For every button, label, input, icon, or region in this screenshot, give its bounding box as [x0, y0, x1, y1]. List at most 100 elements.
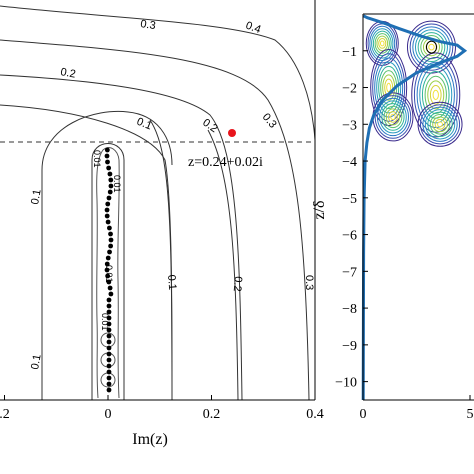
contour-line: [149, 119, 173, 400]
y-tick-label: −1: [342, 45, 357, 60]
colored-contour: [409, 23, 454, 71]
x-tick-label: 0: [105, 407, 112, 422]
contour-label: 0.01: [92, 150, 102, 168]
colored-contour: [432, 116, 448, 133]
colored-contour: [432, 89, 439, 101]
pole-dot: [104, 267, 110, 273]
pole-dot: [107, 249, 112, 255]
colored-contour: [374, 33, 390, 54]
x-tick-label: 0.2: [203, 407, 221, 422]
y-tick-label: −2: [342, 82, 357, 97]
pole-dot: [107, 189, 113, 195]
contour-label: 0.1: [29, 188, 43, 205]
x-tick-label: 0.4: [306, 407, 324, 422]
y-tick-label: −9: [342, 339, 357, 354]
contour-label: 0.2: [59, 66, 76, 80]
colored-contour: [434, 118, 446, 130]
y-axis-label: z/δ: [311, 200, 328, 219]
left-panel: 0.4 0.3 0.2 0.1 0.2 0.3 0.1 0.1 0.2 0.3 …: [0, 0, 324, 448]
colored-contour: [429, 114, 451, 135]
y-tick-label: −4: [342, 155, 357, 170]
pole-dot: [106, 387, 112, 393]
pole-dot: [106, 315, 112, 321]
pole-dot: [108, 177, 114, 183]
y-tick-label: −3: [342, 118, 357, 133]
colored-contour: [417, 32, 446, 63]
contour-line: [0, 5, 315, 141]
y-tick-label: −7: [342, 265, 357, 280]
pole-dot: [106, 297, 112, 303]
contour-label: 0.2: [200, 117, 219, 136]
contour-label: 0.4: [244, 20, 262, 37]
pole-dot: [104, 261, 110, 267]
colored-contour: [414, 29, 448, 65]
x-tick-label: 5: [467, 407, 474, 422]
colored-contours: [365, 20, 463, 147]
contour-line: [0, 39, 310, 400]
contour-lines: [0, 5, 315, 400]
y-ticks: −1 −2 −3 −4 −5 −6 −7 −8 −9 −10: [335, 45, 368, 391]
colored-contour: [378, 65, 400, 110]
pole-dot: [106, 381, 112, 387]
colored-contour: [427, 111, 453, 138]
colored-contour: [419, 104, 461, 145]
pole-dot: [108, 231, 113, 237]
pole-dot: [106, 309, 112, 315]
pole-dot: [104, 153, 110, 159]
pole-dot: [108, 237, 114, 243]
contour-label: 0.3: [303, 275, 315, 290]
contour-line: [0, 104, 173, 400]
colored-contour: [376, 35, 389, 52]
pole-dot: [106, 345, 112, 351]
pole-dot: [104, 213, 110, 219]
contour-label: 0.1: [135, 116, 154, 133]
x-tick-label: 0: [360, 407, 367, 422]
pole-dot: [108, 243, 114, 249]
pole-dot: [106, 165, 112, 171]
colored-contour: [386, 82, 392, 93]
contour-line: [91, 143, 125, 400]
colored-contour: [372, 30, 392, 57]
colored-contour: [411, 52, 461, 138]
pole-dot: [106, 369, 112, 375]
colored-contour: [437, 121, 443, 128]
pole-dot: [105, 273, 111, 279]
colored-contour: [417, 101, 463, 147]
pole-dot: [106, 225, 112, 231]
colored-contour: [413, 57, 458, 133]
contour-label: 0.1: [165, 274, 178, 290]
contour-label: 0.1: [29, 353, 43, 370]
pole-dot: [106, 375, 112, 381]
colored-contour: [390, 113, 396, 121]
pole-dot: [104, 147, 110, 153]
contour-core: [425, 40, 437, 54]
pole-dot: [104, 207, 110, 213]
x-axis-label: Im(z): [132, 431, 168, 448]
colored-contour: [376, 97, 410, 137]
pole-dot: [107, 171, 113, 177]
colored-contour: [372, 92, 414, 142]
contour-label: 0.2: [231, 276, 244, 292]
colored-contour: [429, 85, 442, 105]
y-tick-label: −5: [342, 192, 357, 207]
pole-dot: [106, 333, 112, 339]
pole-dot: [106, 303, 112, 309]
colored-contour: [424, 75, 447, 115]
contour-line: [207, 129, 239, 400]
pole-dot: [106, 279, 112, 285]
contour-line: [96, 147, 120, 399]
colored-contour: [371, 28, 394, 59]
pole-markers: [104, 147, 114, 393]
contour-label: 0.3: [140, 18, 157, 32]
colored-contour: [424, 109, 456, 140]
pole-dot: [105, 219, 111, 225]
colored-contour: [421, 71, 450, 119]
colored-contour: [388, 111, 398, 123]
point-annotation: z=0.24+0.02i: [188, 155, 263, 170]
pole-dot: [106, 357, 112, 363]
x-tick-label: .2: [0, 407, 10, 422]
colored-contour: [428, 43, 435, 51]
pole-dot: [106, 321, 112, 327]
